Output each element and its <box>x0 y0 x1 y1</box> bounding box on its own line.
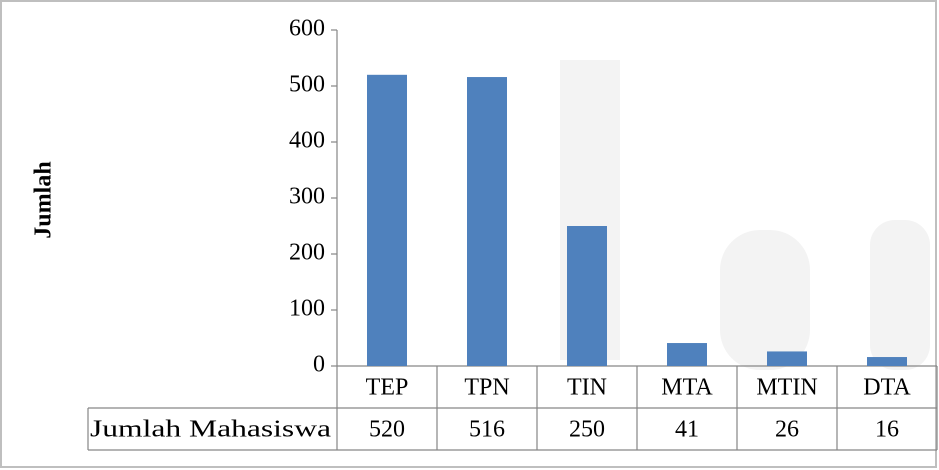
table-value: 250 <box>569 417 605 443</box>
table-value: 26 <box>775 417 799 443</box>
bar <box>467 77 507 366</box>
y-tick-label: 100 <box>289 296 325 322</box>
page: {"chart_data": {"type": "bar", "y_label"… <box>0 0 939 470</box>
chart: Jumlah 0 100 200 300 400 500 600 TEP TPN TIN MTA MT… <box>0 0 939 470</box>
x-tick-label: DTA <box>863 375 911 401</box>
table-value: 516 <box>469 417 505 443</box>
bar <box>867 357 907 366</box>
bar <box>667 343 707 366</box>
table-value: 520 <box>369 417 405 443</box>
table-series-name: Jumlah Mahasiswa <box>90 417 331 443</box>
x-tick-label: TIN <box>567 375 607 401</box>
x-tick-label: MTIN <box>756 375 817 401</box>
bar <box>367 75 407 366</box>
x-tick-label: TPN <box>464 375 509 401</box>
y-tick-label: 600 <box>289 16 325 42</box>
x-tick-label: MTA <box>661 375 713 401</box>
bar <box>567 226 607 366</box>
y-tick-label: 200 <box>289 240 325 266</box>
y-tick-label: 400 <box>289 128 325 154</box>
y-tick-label: 0 <box>313 352 325 378</box>
x-tick-label: TEP <box>366 375 409 401</box>
y-axis-label: Jumlah <box>31 161 57 238</box>
table-value: 16 <box>875 417 899 443</box>
bar <box>767 351 807 366</box>
table-value: 41 <box>675 417 699 443</box>
y-tick-label: 300 <box>289 184 325 210</box>
y-tick-label: 500 <box>289 72 325 98</box>
